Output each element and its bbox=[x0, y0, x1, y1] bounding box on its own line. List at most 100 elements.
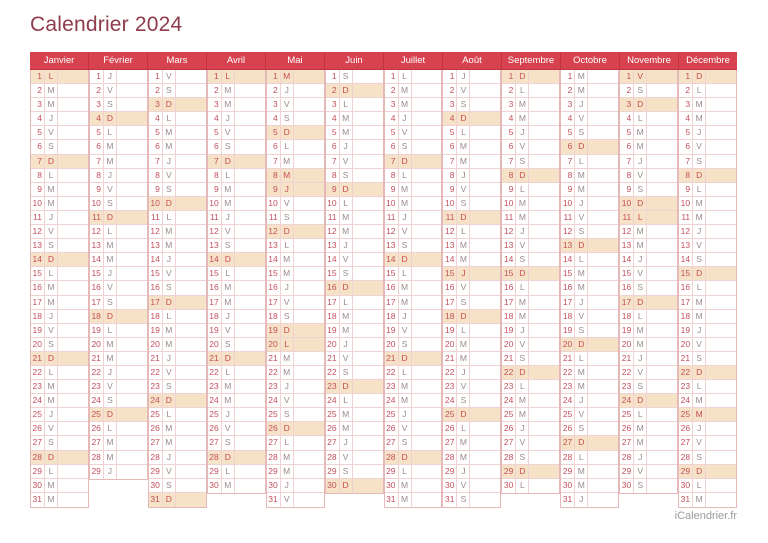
day-number: 17 bbox=[443, 295, 458, 309]
day-number: 29 bbox=[502, 464, 517, 478]
day-number: 3 bbox=[443, 98, 458, 112]
day-letter: L bbox=[281, 337, 294, 351]
day-row: 23 D bbox=[325, 380, 383, 395]
day-notes bbox=[58, 338, 88, 351]
day-notes bbox=[529, 140, 559, 153]
day-number: 10 bbox=[620, 196, 635, 210]
day-row: 24 M bbox=[207, 394, 265, 409]
day-row: 16 V bbox=[443, 281, 501, 296]
day-number: 15 bbox=[385, 267, 399, 281]
day-number: 5 bbox=[90, 126, 104, 140]
day-notes bbox=[353, 422, 383, 435]
day-number: 4 bbox=[267, 112, 281, 126]
day-row: 18 M bbox=[325, 309, 383, 324]
day-notes bbox=[235, 253, 265, 266]
day-number: 31 bbox=[267, 492, 281, 507]
day-row: 25 D bbox=[89, 408, 147, 423]
day-row: 13 S bbox=[384, 239, 442, 254]
day-number: 25 bbox=[208, 408, 222, 422]
day-number: 11 bbox=[208, 210, 222, 225]
day-row: 14 L bbox=[561, 253, 619, 268]
day-notes bbox=[58, 422, 88, 435]
day-number: 14 bbox=[561, 253, 576, 267]
day-letter: D bbox=[163, 98, 176, 112]
day-notes bbox=[176, 296, 206, 309]
day-notes bbox=[176, 394, 206, 407]
day-number: 20 bbox=[502, 337, 517, 351]
day-letter: M bbox=[222, 478, 235, 493]
day-letter: D bbox=[399, 450, 412, 464]
day-row: 21 M bbox=[89, 351, 147, 366]
day-letter: L bbox=[516, 182, 530, 196]
day-number: 11 bbox=[31, 210, 45, 225]
day-letter: L bbox=[399, 168, 412, 182]
day-notes bbox=[353, 281, 383, 294]
day-notes bbox=[529, 394, 559, 407]
day-notes bbox=[647, 408, 677, 421]
day-letter: M bbox=[634, 436, 648, 450]
day-letter: S bbox=[163, 281, 176, 295]
day-letter: S bbox=[222, 436, 235, 450]
day-number: 19 bbox=[679, 323, 694, 337]
day-row: 14 D bbox=[31, 253, 88, 268]
day-notes bbox=[706, 366, 736, 379]
day-number: 2 bbox=[149, 84, 163, 98]
day-letter: J bbox=[104, 267, 117, 281]
day-number: 13 bbox=[208, 239, 222, 253]
day-row: 16 M bbox=[384, 281, 442, 296]
day-letter: J bbox=[634, 154, 648, 168]
day-letter: M bbox=[340, 323, 353, 337]
day-number: 3 bbox=[90, 98, 104, 112]
day-letter: M bbox=[575, 182, 589, 196]
day-notes bbox=[470, 169, 500, 182]
month-column: 1 L 2 M 3 M 4 J 5 V 6 S 7 D 8 L 9 M 10 M 11 J 12 V 13 S 14 D 15 L 16 M 1… bbox=[383, 70, 443, 508]
day-notes bbox=[412, 211, 442, 224]
day-number: 29 bbox=[443, 464, 458, 478]
day-number: 28 bbox=[267, 450, 281, 464]
day-number: 8 bbox=[267, 168, 281, 182]
month-columns: 1 L 2 M 3 M 4 J 5 V 6 S 7 D 8 L 9 M 10 M 11 J 12 V 13 S 14 D 15 L 16 M 1… bbox=[30, 70, 738, 508]
day-letter: L bbox=[45, 168, 58, 182]
day-number: 23 bbox=[385, 380, 399, 394]
day-notes bbox=[706, 352, 736, 365]
day-row: 24 M bbox=[679, 394, 737, 409]
day-row: 23 M bbox=[384, 380, 442, 395]
day-number: 14 bbox=[267, 253, 281, 267]
day-number: 9 bbox=[149, 182, 163, 196]
day-row: 24 D bbox=[620, 394, 678, 409]
day-row: 17 M bbox=[502, 295, 560, 310]
day-row: 24 J bbox=[561, 394, 619, 409]
day-number: 29 bbox=[90, 464, 104, 479]
day-letter: M bbox=[222, 295, 235, 309]
day-number: 31 bbox=[561, 492, 576, 507]
day-notes bbox=[235, 465, 265, 478]
day-number: 11 bbox=[326, 210, 340, 225]
day-row: 18 L bbox=[148, 309, 206, 324]
day-letter: M bbox=[634, 239, 648, 253]
day-row: 17 M bbox=[679, 295, 737, 310]
day-row: 30 L bbox=[502, 478, 560, 493]
day-number: 11 bbox=[267, 210, 281, 225]
day-row: 24 S bbox=[89, 394, 147, 409]
day-letter: D bbox=[45, 450, 58, 464]
day-number: 29 bbox=[326, 464, 340, 478]
day-letter: S bbox=[163, 478, 176, 492]
day-number: 5 bbox=[502, 126, 517, 140]
day-letter: L bbox=[222, 365, 235, 380]
day-number: 5 bbox=[326, 126, 340, 140]
day-letter: S bbox=[281, 112, 294, 126]
day-letter: S bbox=[575, 126, 589, 140]
day-letter: M bbox=[457, 154, 471, 168]
footer-brand-link[interactable]: iCalendrier.fr bbox=[674, 510, 737, 522]
day-letter: M bbox=[516, 210, 530, 225]
day-notes bbox=[470, 296, 500, 309]
day-letter: J bbox=[575, 196, 589, 210]
day-notes bbox=[647, 380, 677, 393]
day-notes bbox=[294, 281, 324, 294]
day-notes bbox=[588, 211, 618, 224]
